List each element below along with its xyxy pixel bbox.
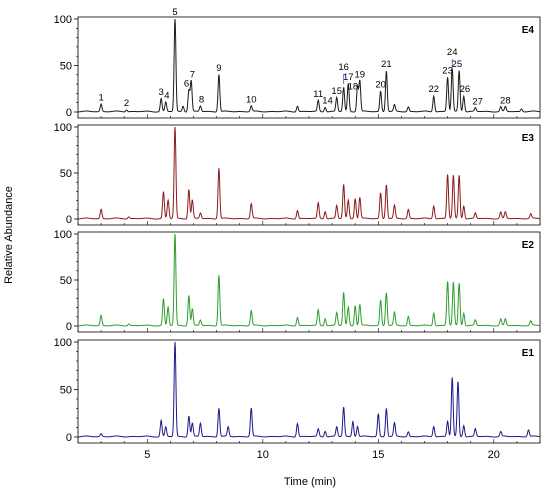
peak-label: 1 [98, 93, 103, 104]
panel-frame [77, 231, 541, 333]
x-tick-label: 10 [257, 449, 269, 461]
series-line-e1 [77, 341, 541, 438]
peak-label: 9 [216, 63, 221, 74]
y-axis-title: Relative Abundance [3, 186, 15, 284]
peak-label: 28 [500, 95, 511, 106]
peak-label: 19 [355, 69, 366, 80]
panel-label: E1 [522, 348, 535, 359]
y-tick-label: 100 [54, 229, 72, 241]
panel-e2: 0 50 100 E2 [54, 229, 541, 333]
peak-label: 4 [164, 91, 169, 102]
x-tick-label: 20 [488, 449, 500, 461]
peak-label: 7 [190, 69, 195, 80]
peak-label: 3 [159, 87, 164, 98]
series-line-e4 [77, 18, 541, 113]
peak-label: 2 [124, 98, 129, 109]
panel-frame [77, 16, 541, 119]
series-line-e2 [77, 233, 541, 327]
peak-label: 5 [172, 7, 177, 18]
peak-label: 27 [472, 96, 483, 107]
y-tick-label: 0 [66, 214, 72, 226]
panel-e1: 0 50 100 E1 [54, 337, 541, 444]
peak-label: 18 [348, 81, 359, 92]
peak-label: 15 [331, 86, 342, 97]
y-tick-label: 100 [54, 337, 72, 349]
y-tick-label: 100 [54, 14, 72, 26]
peak-label: 20 [375, 80, 386, 91]
panel-e3: 0 50 100 E3 [54, 122, 541, 226]
panel-frame [77, 124, 541, 226]
panel-label: E2 [522, 240, 535, 251]
peak-label: 11 [313, 89, 323, 100]
y-tick-label: 50 [60, 61, 72, 73]
peak-label: 26 [460, 84, 471, 95]
y-tick-label: 50 [60, 168, 72, 180]
y-tick-label: 50 [60, 385, 72, 397]
peak-label: 22 [428, 84, 439, 95]
y-tick-label: 0 [66, 107, 72, 119]
series-line-e3 [77, 126, 541, 220]
peak-label: 14 [322, 95, 333, 106]
y-tick-label: 50 [60, 275, 72, 287]
panel-frame [77, 339, 541, 444]
y-tick-label: 100 [54, 122, 72, 134]
peak-label: 6 [184, 79, 189, 90]
peak-label: 8 [199, 94, 204, 105]
peak-label: 25 [452, 59, 463, 70]
x-tick-label: 15 [372, 449, 384, 461]
panel-label: E4 [522, 25, 535, 36]
panel-label: E3 [522, 133, 535, 144]
peak-label: 23 [442, 66, 453, 77]
y-tick-label: 0 [66, 321, 72, 333]
peak-label: 24 [447, 47, 458, 58]
peak-label: 16 [338, 62, 349, 73]
y-tick-label: 0 [66, 432, 72, 444]
peak-label: 10 [246, 94, 257, 105]
x-tick-label: 5 [144, 449, 150, 461]
peak-label: 17 [343, 72, 354, 83]
peak-label: 21 [381, 59, 392, 70]
x-axis-title: Time (min) [284, 476, 336, 488]
